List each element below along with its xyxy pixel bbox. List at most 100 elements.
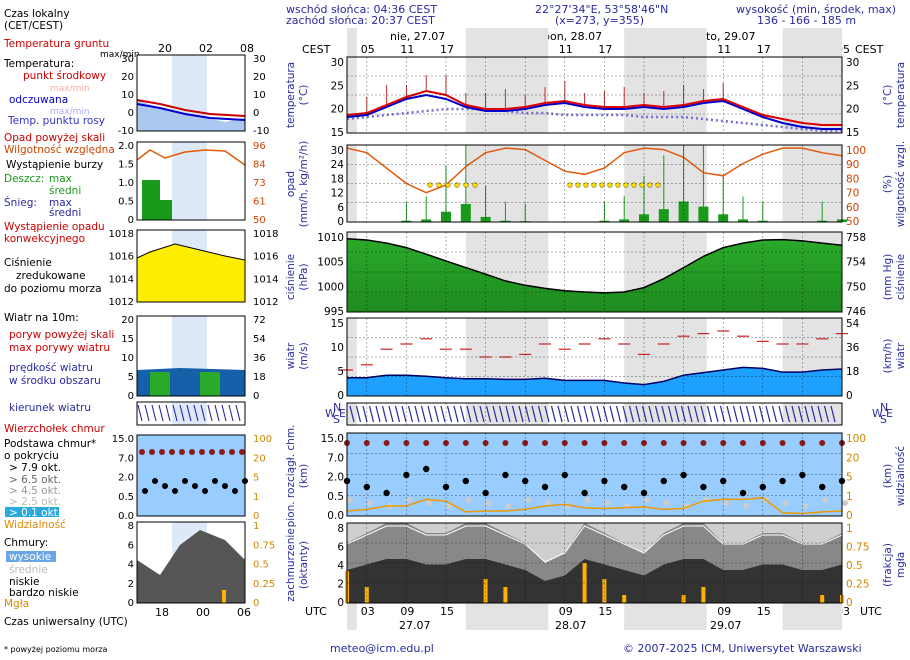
wind-arrow xyxy=(492,405,498,423)
y-tick: 2 xyxy=(337,579,344,591)
mini-y-tick: 10 xyxy=(121,353,134,364)
cloud-top-dot xyxy=(502,440,509,446)
legend: Czas lokalny (CET/CEST) Temperatura grun… xyxy=(3,8,140,628)
wind-arrow xyxy=(407,405,414,423)
grid-temp xyxy=(346,56,843,134)
night-shade-bottom xyxy=(782,603,842,630)
y-tick: 30 xyxy=(331,57,344,69)
wind-arrow xyxy=(739,405,745,423)
wind-arrow xyxy=(628,405,635,423)
footer: * powyżej poziomu morza meteo@icm.edu.pl… xyxy=(4,642,862,655)
wind-arrow xyxy=(349,405,355,423)
mini-pres-y-right: 1018 1016 1014 1012 xyxy=(253,229,278,308)
temp-label-right: temperatura xyxy=(895,62,907,128)
mini-wind-arrow xyxy=(137,404,143,422)
night-shade xyxy=(624,403,707,425)
mini-wind-arrow xyxy=(200,404,206,422)
mini-y-tick: 4 xyxy=(128,560,134,571)
legend-wind10: Wiatr na 10m: xyxy=(4,312,79,324)
mini-y-tick: 30 xyxy=(121,54,134,65)
mini-y-tick: 0 xyxy=(128,391,134,402)
cloud-top-dot xyxy=(621,440,628,446)
cest-tick: 17 xyxy=(598,43,612,56)
legend-prec-above: Opad powyżej skali xyxy=(4,132,105,144)
temp-label-left: temperatura xyxy=(285,62,297,128)
mini-y-tick: 1012 xyxy=(253,297,278,308)
wind-arrow xyxy=(505,405,511,423)
legend-high-swatch xyxy=(6,551,56,562)
y-tick: 70 xyxy=(846,188,859,200)
utc-tick-labels: 03091521030915210309152103 xyxy=(361,605,850,618)
wind-arrow xyxy=(453,405,459,423)
mini-y-tick: 1 xyxy=(253,521,259,532)
mini-y-tick: 1018 xyxy=(109,229,134,240)
y-tick: 754 xyxy=(846,257,866,269)
night-shade-top xyxy=(465,28,549,57)
mini-cloud-base-dot xyxy=(202,488,208,494)
wind-arrow xyxy=(713,405,719,423)
mini-temp-y-left: 30 20 10 0 -10 xyxy=(118,54,134,137)
y-tick: 100 xyxy=(846,145,866,157)
y-tick: 10 xyxy=(331,342,344,354)
legend-vlow: bardzo niskie xyxy=(9,587,79,599)
mini-wind-arrow xyxy=(228,404,234,422)
mini-y-tick: 1012 xyxy=(109,297,134,308)
mini-y-tick: 6 xyxy=(128,540,134,551)
grid-text: (x=273, y=355) xyxy=(555,14,644,27)
wind-arrow xyxy=(726,405,732,423)
date1-label: 27.07 xyxy=(399,619,431,632)
y-tick: 25 xyxy=(331,80,344,92)
storm-marker xyxy=(639,182,645,188)
legend-clouds: Chmury: xyxy=(4,537,48,549)
mini-cloud-base-dot xyxy=(172,488,178,494)
visibility-line xyxy=(346,496,843,515)
legend-local-time-2: (CET/CEST) xyxy=(4,20,63,32)
mini-y-tick: 20 xyxy=(121,72,134,83)
day1-label: nie, 27.07 xyxy=(390,30,445,43)
cloud-base-dot xyxy=(819,483,826,491)
header: wschód słońca: 04:36 CEST zachód słońca:… xyxy=(286,3,896,27)
legend-temp-mid: punkt środkowy xyxy=(23,70,106,82)
wind-arrow xyxy=(810,405,817,423)
wind-direction-arrows xyxy=(349,405,836,423)
fog-bar xyxy=(622,595,627,603)
mini-time-ticks: 20 02 08 18 00 06 xyxy=(155,42,254,619)
y-tick: 15 xyxy=(331,318,344,330)
utc-tick: 09 xyxy=(559,605,573,618)
wind-arrow xyxy=(466,405,472,423)
cloud-base-dot-low xyxy=(485,500,492,506)
footnote: * powyżej poziomu morza xyxy=(4,645,108,654)
fog-bar xyxy=(820,595,825,603)
y-tick: 0.75 xyxy=(846,542,869,554)
wind-arrow xyxy=(479,405,485,423)
wind-arrow xyxy=(615,405,622,423)
wind-arrow xyxy=(524,405,531,423)
wind-arrow xyxy=(459,405,466,423)
mini-cloud-top-dot xyxy=(209,449,215,455)
panel-frame xyxy=(346,522,843,604)
y-tick: 0.5 xyxy=(846,560,863,572)
cloud-base-dot xyxy=(383,489,390,497)
wind-arrow xyxy=(557,405,563,423)
mini-wind-green xyxy=(150,372,170,396)
email-link[interactable]: meteo@icm.edu.pl xyxy=(330,642,434,655)
storm-marker xyxy=(623,182,629,188)
cloud-base-dot-low xyxy=(743,503,749,509)
legend-ground-temp: Temperatura gruntu xyxy=(3,38,109,50)
mini-wind-arrow xyxy=(235,404,241,422)
storm-marker xyxy=(472,182,478,188)
legend-wdir: kierunek wiatru xyxy=(9,402,91,414)
legend-dew: Temp. punktu rosy xyxy=(7,115,105,127)
cloud-base-dot xyxy=(541,483,549,491)
mini-cloud-base-dot xyxy=(162,483,168,489)
wind-arrow xyxy=(674,405,680,423)
mini-feel-line xyxy=(136,103,246,121)
wind-arrow xyxy=(420,405,427,423)
elevation-title: wysokość (min, środek, max) xyxy=(736,3,896,16)
fog-y-right: 1 0.75 0.5 0.25 0 xyxy=(846,523,869,609)
compass-letter: E xyxy=(886,407,893,420)
legend-feel-mm: max/min xyxy=(50,107,90,117)
mmhg-y-right: 758 754 750 746 xyxy=(846,232,866,318)
wind-arrow xyxy=(544,405,550,423)
mini-wind-arrow xyxy=(172,404,178,422)
